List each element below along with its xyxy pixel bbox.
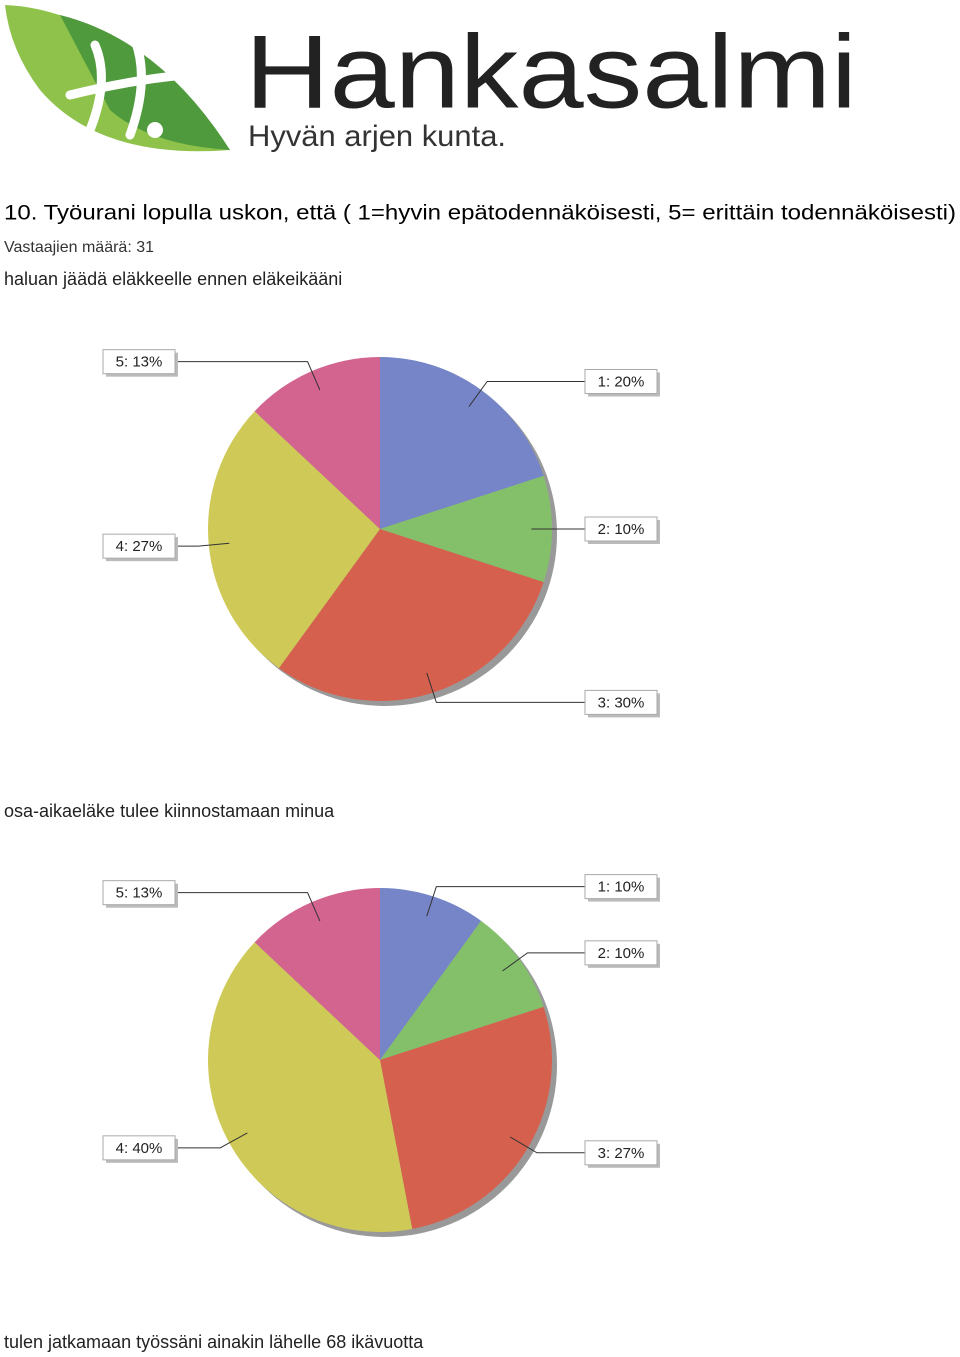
label-box bbox=[102, 533, 176, 559]
logo-dot bbox=[147, 122, 163, 138]
pie-slice bbox=[254, 357, 380, 529]
data-label: 5: 13% bbox=[116, 885, 163, 902]
label-box bbox=[102, 880, 176, 906]
question: 10. Työurani lopulla uskon, että ( 1=hyv… bbox=[4, 202, 956, 225]
label-box bbox=[102, 349, 176, 375]
data-label: 5: 13% bbox=[116, 354, 163, 371]
data-label: 4: 40% bbox=[116, 1140, 163, 1157]
pie-slice bbox=[380, 888, 482, 1060]
leader-line bbox=[426, 886, 585, 917]
pie-slice bbox=[380, 1006, 552, 1229]
data-label: 1: 10% bbox=[598, 879, 645, 896]
data-label: 1: 20% bbox=[598, 373, 645, 390]
pie-slice bbox=[208, 411, 380, 669]
label-box bbox=[584, 874, 658, 900]
chart-title: osa-aikaeläke tulee kiinnostamaan minua bbox=[4, 801, 335, 821]
data-label: 2: 10% bbox=[598, 945, 645, 962]
label-box bbox=[584, 1140, 658, 1166]
leader-line bbox=[502, 952, 585, 972]
logo-mark bbox=[65, 35, 190, 140]
label-box bbox=[584, 369, 658, 395]
data-label: 4: 27% bbox=[116, 538, 163, 555]
leader-line bbox=[175, 361, 321, 391]
leader-line bbox=[175, 892, 321, 922]
logo: Hankasalmi Hyvän arjen kunta. bbox=[5, 5, 857, 153]
pie-slice bbox=[380, 920, 544, 1060]
label-box bbox=[584, 516, 658, 542]
leader-line bbox=[175, 542, 230, 547]
chart-title: haluan jäädä eläkkeelle ennen eläkeikään… bbox=[4, 269, 342, 289]
leader-line bbox=[426, 672, 585, 703]
leader-line bbox=[468, 381, 585, 407]
label-box bbox=[584, 940, 658, 966]
leader-line bbox=[175, 1132, 248, 1149]
pie-slice bbox=[254, 888, 380, 1060]
pie-slice bbox=[278, 529, 544, 702]
label-box bbox=[584, 689, 658, 715]
pie-slice bbox=[380, 475, 552, 583]
data-label: 3: 27% bbox=[598, 1145, 645, 1162]
logo-tagline: Hyvän arjen kunta. bbox=[248, 120, 506, 153]
next-item: tulen jatkamaan työssäni ainakin lähelle… bbox=[4, 1332, 424, 1352]
pie-slice bbox=[208, 942, 413, 1232]
leader-line bbox=[510, 1136, 585, 1154]
data-label: 2: 10% bbox=[598, 521, 645, 538]
respondents: Vastaajien määrä: 31 bbox=[4, 239, 154, 256]
data-label: 3: 30% bbox=[598, 694, 645, 711]
label-box bbox=[102, 1135, 176, 1161]
logo-name: Hankasalmi bbox=[245, 14, 857, 130]
pie-slice bbox=[380, 357, 544, 529]
